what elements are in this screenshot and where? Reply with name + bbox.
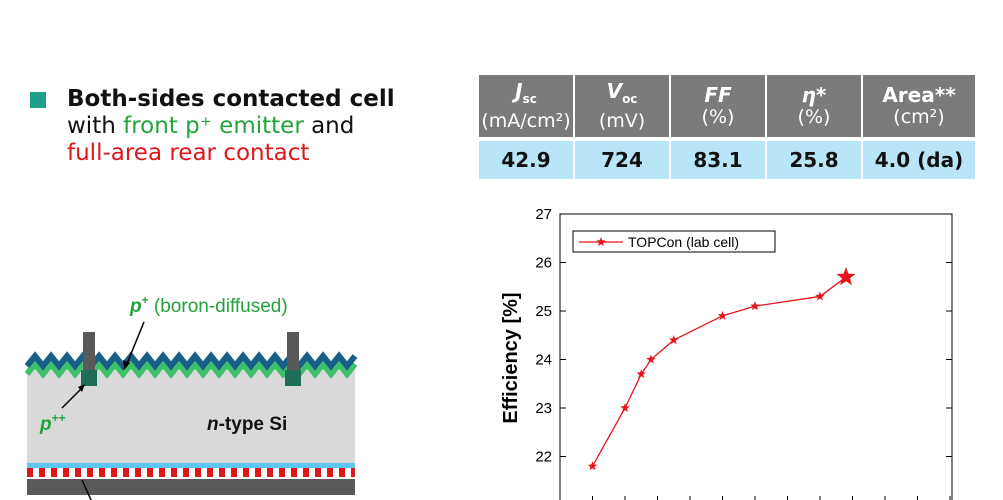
- legend-star: [596, 237, 606, 246]
- header-voc: Voc (mV): [573, 75, 671, 139]
- header-jsc-unit: (mA/cm²): [481, 110, 571, 132]
- header-jsc-symbol: J: [515, 79, 523, 103]
- p-plus-plus-region-right: [285, 370, 301, 386]
- p-plus-arrow: [125, 321, 145, 367]
- bullet-line-2-suffix: and: [303, 113, 355, 139]
- efficiency-chart: 21 22 23 24 25 26 27 Efficiency [%] TOPCon (la…: [500, 206, 953, 500]
- legend-label: TOPCon (lab cell): [628, 234, 739, 250]
- bullet-title: Both-sides contacted cell: [67, 86, 395, 112]
- p-plus-label: p+ (boron-diffused): [129, 293, 288, 317]
- p-plus-plus-arrowhead: [78, 384, 85, 392]
- header-area-symbol: Area**: [882, 83, 956, 107]
- y-tick-label: 25: [535, 303, 552, 320]
- data-point: [750, 301, 760, 311]
- header-jsc: Jsc (mA/cm²): [477, 75, 575, 139]
- rear-passivation-layer: [27, 463, 355, 468]
- legend-star-marker: [596, 237, 606, 246]
- header-ff-unit: (%): [701, 106, 735, 128]
- silicon-bulk: [27, 366, 355, 463]
- y-tick-label: 23: [535, 400, 552, 417]
- x-axis-ticks: [592, 496, 951, 500]
- front-passivation-layer: [24, 351, 358, 371]
- data-point: [815, 291, 825, 301]
- header-jsc-sub: sc: [522, 92, 537, 106]
- header-ff: FF (%): [669, 75, 767, 139]
- value-jsc: 42.9: [477, 137, 575, 179]
- bullet-line-2: with front p⁺ emitter and: [67, 113, 395, 140]
- table-header-row: Jsc (mA/cm²) Voc (mV) FF (%) η* (%) Area…: [477, 75, 977, 139]
- data-point-highlight: [836, 267, 856, 286]
- p-plus-plus-label: p++: [39, 411, 66, 435]
- data-point: [620, 403, 630, 412]
- plot-frame: [559, 213, 953, 500]
- value-area: 4.0 (da): [861, 137, 977, 179]
- data-point: [669, 335, 679, 345]
- y-tick-label: 27: [535, 206, 552, 223]
- cell-cross-section-diagram: p+ (boron-diffused) p++ n-type Si: [24, 293, 358, 500]
- header-eta: η* (%): [765, 75, 863, 139]
- rear-doped-poly-layer: [27, 468, 355, 477]
- header-ff-symbol: FF: [704, 83, 732, 107]
- header-area: Area** (cm²): [861, 75, 977, 139]
- value-eta: 25.8: [765, 137, 863, 179]
- p-plus-plus-region-left: [81, 370, 97, 386]
- rear-tunnel-oxide: [27, 468, 355, 477]
- y-axis-ticks: 21 22 23 24 25 26 27: [535, 206, 952, 500]
- y-axis-label: Efficiency [%]: [500, 292, 522, 423]
- n-type-si-label: n-type Si: [207, 414, 287, 435]
- data-point: [587, 461, 598, 471]
- front-contact-finger-left: [83, 332, 95, 370]
- header-voc-sub: oc: [622, 92, 638, 106]
- header-voc-symbol: V: [606, 79, 623, 103]
- data-point: [646, 354, 656, 364]
- header-eta-unit: (%): [797, 106, 831, 128]
- value-voc: 724: [573, 137, 671, 179]
- bullet-text: Both-sides contacted cell with front p⁺ …: [67, 86, 395, 167]
- front-emitter-text: front p⁺ emitter: [123, 113, 304, 139]
- bullet-marker: [30, 92, 46, 108]
- header-area-unit: (cm²): [893, 106, 945, 128]
- value-ff: 83.1: [669, 137, 767, 179]
- p-plus-arrowhead: [123, 360, 130, 370]
- y-tick-label: 26: [535, 255, 552, 272]
- table-value-row: 42.9 724 83.1 25.8 4.0 (da): [477, 137, 977, 179]
- rear-contact-text: full-area rear contact: [67, 140, 310, 166]
- rear-metal-contact: [27, 479, 355, 495]
- bullet-line-2-prefix: with: [67, 113, 124, 139]
- data-point: [636, 369, 646, 379]
- header-eta-symbol: η*: [801, 83, 827, 107]
- front-contact-finger-right: [287, 332, 299, 370]
- data-point: [717, 310, 728, 320]
- y-tick-label: 21: [535, 497, 552, 500]
- y-tick-label: 24: [535, 352, 552, 369]
- series-topcon: [587, 267, 856, 471]
- y-tick-label: 22: [535, 449, 552, 466]
- legend-box: [572, 230, 776, 253]
- header-voc-unit: (mV): [598, 110, 646, 132]
- p-plus-plus-arrow: [61, 387, 83, 409]
- performance-table: Jsc (mA/cm²) Voc (mV) FF (%) η* (%) Area…: [477, 75, 977, 179]
- rear-contact-arrow: [81, 479, 92, 500]
